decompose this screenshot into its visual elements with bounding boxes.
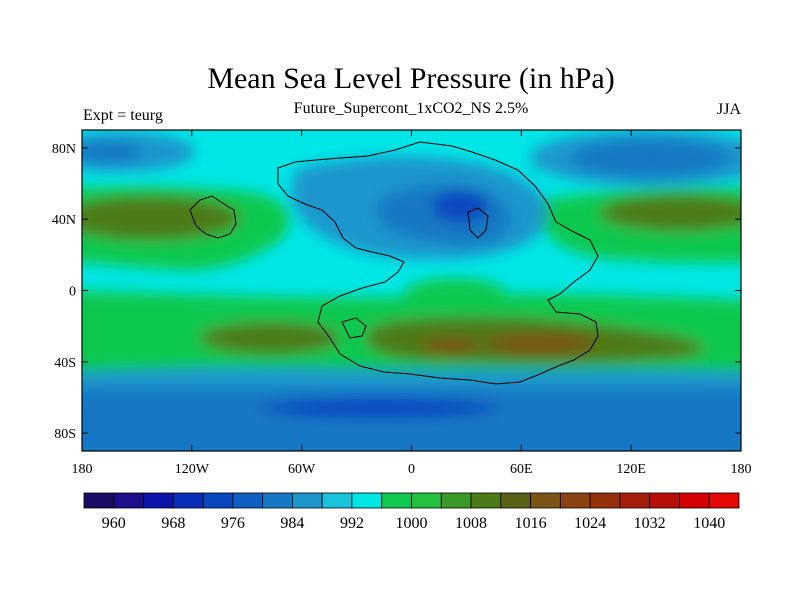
inland-sea-outline bbox=[467, 207, 489, 239]
colorbar-label: 968 bbox=[161, 515, 185, 532]
colorbar-swatch bbox=[172, 492, 204, 509]
colorbar-swatch bbox=[83, 492, 115, 509]
x-tick-label: 60W bbox=[288, 462, 316, 477]
high-core-south-1024 bbox=[420, 338, 480, 354]
colorbar-swatch bbox=[262, 492, 293, 509]
high-subtropical-north-east bbox=[600, 195, 741, 231]
y-tick-label: 0 bbox=[69, 285, 76, 300]
colorbar-label: 1000 bbox=[396, 515, 428, 532]
supercontinent-outline bbox=[277, 141, 599, 385]
colorbar-label: 1008 bbox=[455, 515, 487, 532]
y-axis-ticks: 80N 40N 0 40S 80S bbox=[52, 142, 741, 442]
colorbar-swatch bbox=[411, 492, 442, 509]
arctic-low-east-984 bbox=[570, 140, 730, 176]
band-southern-984 bbox=[82, 384, 741, 451]
colorbar-swatch bbox=[500, 492, 531, 509]
map-field bbox=[82, 130, 741, 451]
colorbar-swatch bbox=[679, 492, 710, 509]
low-southern-976 bbox=[260, 398, 500, 418]
colorbar-swatch bbox=[589, 492, 621, 509]
colorbar-swatch bbox=[559, 492, 591, 509]
high-subtropical-south-west bbox=[200, 322, 340, 354]
season-label: JJA bbox=[717, 101, 741, 118]
band-southern-992 bbox=[82, 368, 741, 388]
x-tick-label: 180 bbox=[731, 462, 752, 477]
southern-gulf-outline bbox=[341, 317, 367, 339]
colorbar-swatch bbox=[292, 492, 323, 509]
high-subtropical-north-west bbox=[82, 196, 240, 240]
colorbar-swatch bbox=[381, 492, 412, 509]
colorbar-label: 1032 bbox=[634, 515, 666, 532]
y-tick-label: 40S bbox=[54, 356, 76, 371]
continental-low-core bbox=[432, 190, 488, 222]
x-tick-label: 0 bbox=[408, 462, 415, 477]
chart-title: Mean Sea Level Pressure (in hPa) bbox=[207, 62, 614, 95]
colorbar-label: 960 bbox=[102, 515, 126, 532]
colorbar-swatch bbox=[530, 492, 561, 509]
x-tick-label: 120W bbox=[175, 462, 210, 477]
x-tick-label: 120E bbox=[616, 462, 646, 477]
pressure-contours bbox=[82, 130, 741, 451]
high-core-south-1020 bbox=[485, 333, 595, 355]
colorbar-label: 1016 bbox=[515, 515, 547, 532]
y-tick-label: 80N bbox=[52, 142, 76, 157]
experiment-label: Expt = teurg bbox=[83, 107, 163, 124]
x-tick-label: 60E bbox=[510, 462, 533, 477]
western-island-outline bbox=[189, 195, 237, 239]
colorbar-swatch bbox=[113, 492, 144, 509]
arctic-low-west-984 bbox=[82, 141, 144, 163]
colorbar-swatch bbox=[232, 492, 264, 509]
colorbar-label: 976 bbox=[221, 515, 245, 532]
colorbar-swatch bbox=[470, 492, 502, 509]
colorbar-swatch bbox=[649, 492, 680, 509]
colorbar-label: 992 bbox=[340, 515, 364, 532]
colorbar-label: 1040 bbox=[693, 515, 725, 532]
y-tick-label: 80S bbox=[54, 427, 76, 442]
equatorial-land-green bbox=[405, 278, 505, 306]
colorbar-swatch bbox=[351, 492, 383, 509]
colorbar-swatch bbox=[440, 492, 472, 509]
colorbar-swatch bbox=[619, 492, 651, 509]
x-tick-label: 180 bbox=[72, 462, 93, 477]
colorbar-swatch bbox=[321, 492, 353, 509]
chart-subtitle: Future_Supercont_1xCO2_NS 2.5% bbox=[294, 100, 529, 117]
colorbar-swatch bbox=[202, 492, 234, 509]
colorbar: 960 968 976 984 992 1000 1008 1016 1024 1032 1040 bbox=[83, 492, 740, 532]
colorbar-swatch bbox=[143, 492, 174, 509]
colorbar-label: 984 bbox=[280, 515, 304, 532]
x-axis-ticks: 180 120W 60W 0 60E 120E 180 bbox=[72, 130, 752, 477]
colorbar-label: 1024 bbox=[574, 515, 606, 532]
y-tick-label: 40N bbox=[52, 213, 76, 228]
colorbar-swatch bbox=[708, 492, 740, 509]
